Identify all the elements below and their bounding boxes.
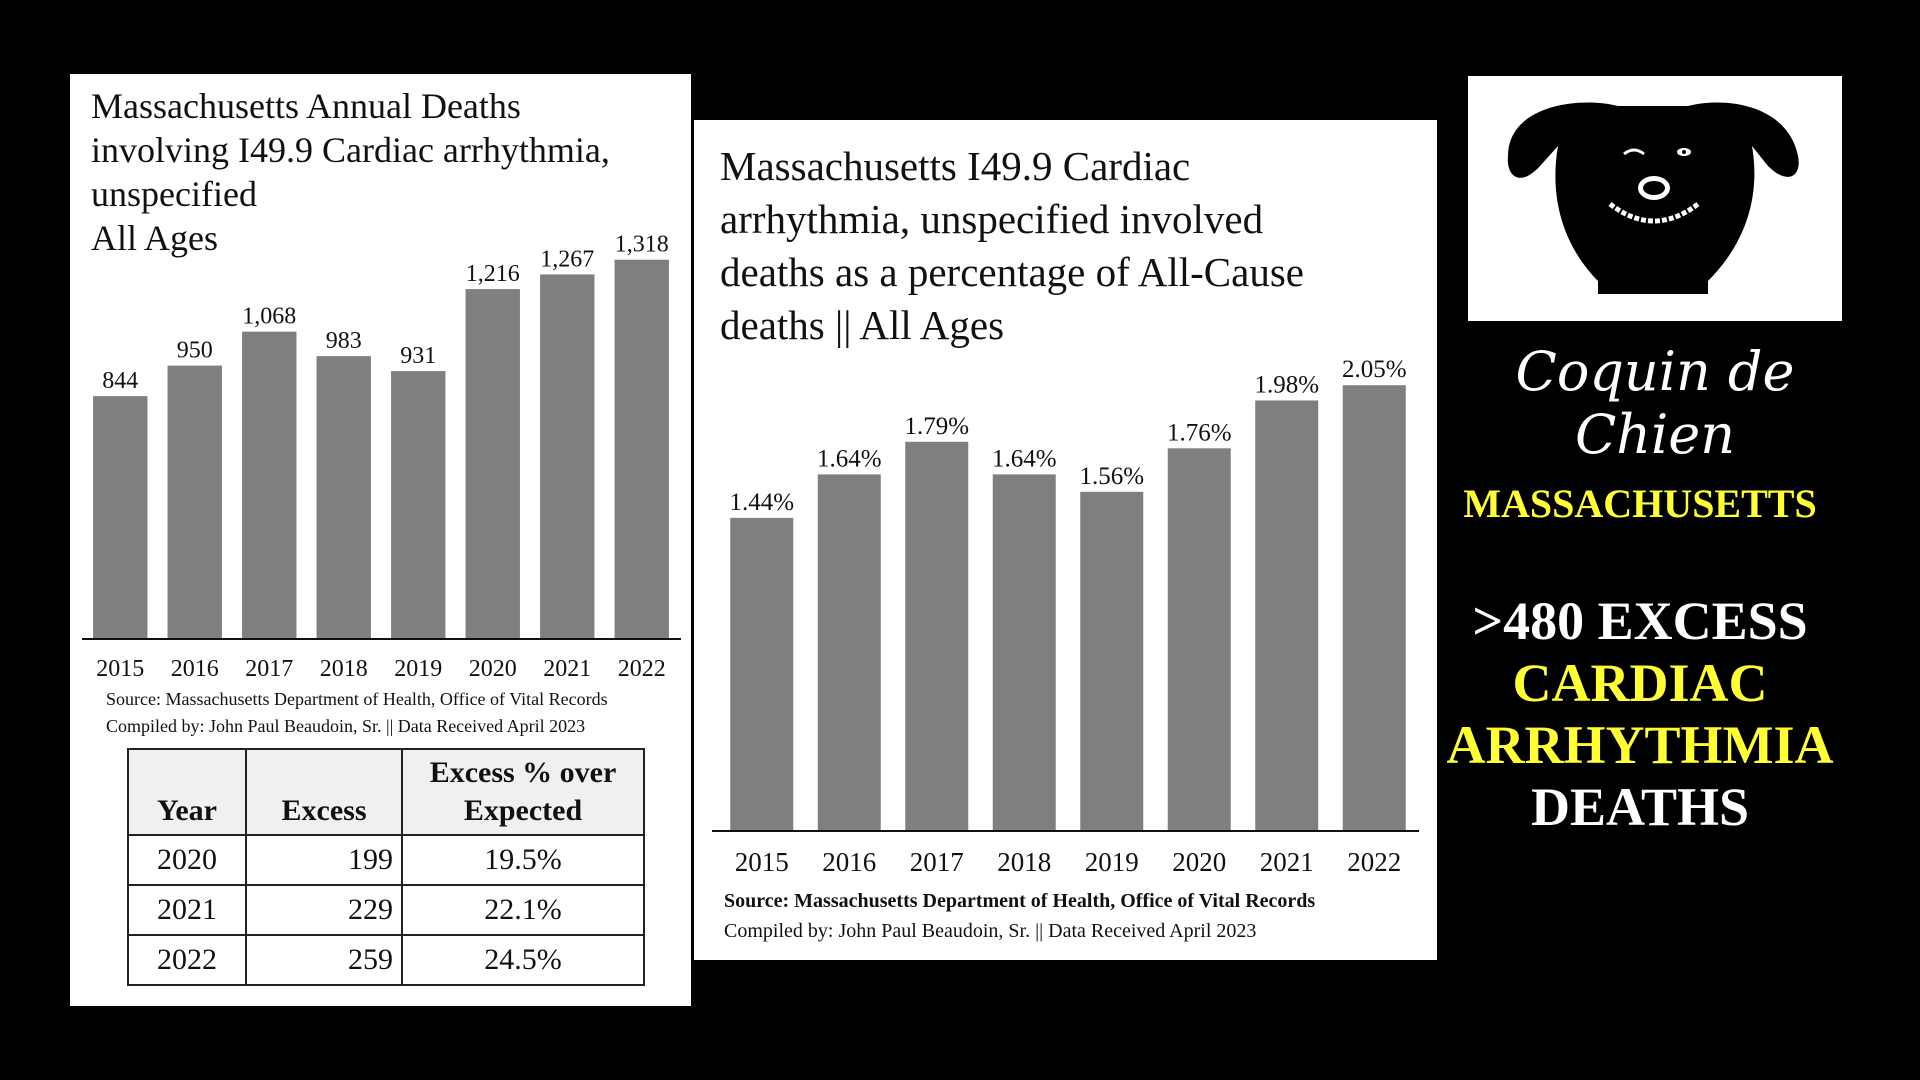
chart1-compiled-line: Compiled by: John Paul Beaudoin, Sr. || … [106, 716, 586, 736]
x-tick-label: 2020 [1172, 847, 1226, 877]
percentage-panel: Massachusetts I49.9 Cardiac arrhythmia, … [694, 120, 1437, 960]
bar [540, 274, 595, 639]
chart1-title-line: All Ages [91, 218, 219, 258]
x-tick-label: 2015 [735, 847, 789, 877]
bar [992, 474, 1056, 831]
x-tick-label: 2019 [1085, 847, 1139, 877]
dog-face-icon [1507, 102, 1799, 294]
data-label: 1,216 [466, 261, 520, 287]
column-header-pct-line: Excess % over [429, 756, 617, 789]
chart1-source-note: Source: Massachusetts Department of Heal… [106, 686, 608, 740]
column-header-year: Year [127, 748, 247, 836]
chart1-title: Massachusetts Annual Deaths involving I4… [91, 84, 691, 260]
chart1-title-line: Massachusetts Annual Deaths [91, 86, 521, 126]
headline: >480 EXCESS CARDIAC ARRHYTHMIA DEATHS [1420, 590, 1860, 838]
x-tick-label: 2019 [394, 656, 442, 682]
cell-year: 2020 [127, 834, 247, 886]
data-label: 844 [102, 368, 138, 394]
bar [817, 474, 881, 831]
headline-line: ARRHYTHMIA [1446, 715, 1834, 775]
chart2-source-note: Source: Massachusetts Department of Heal… [724, 886, 1315, 946]
data-label: 931 [400, 343, 436, 369]
bar [465, 289, 520, 639]
chart1-source-line: Source: Massachusetts Department of Heal… [106, 689, 608, 709]
brand-name: Coquin de Chien [1515, 340, 1795, 466]
x-tick-label: 2016 [822, 847, 876, 877]
column-header-pct-line: Expected [463, 794, 583, 827]
headline-line: CARDIAC [1512, 653, 1768, 713]
chart2-title: Massachusetts I49.9 Cardiac arrhythmia, … [720, 140, 1420, 352]
data-label: 2.05% [1342, 356, 1407, 383]
table-row: 2022 259 24.5% [127, 934, 645, 986]
chart2-title-line: deaths || All Ages [720, 302, 1005, 348]
data-label: 1.98% [1254, 371, 1319, 398]
cell-excess: 259 [245, 934, 403, 986]
data-label: 1.76% [1167, 419, 1232, 446]
cell-excess-pct: 24.5% [401, 934, 645, 986]
cell-excess-pct: 22.1% [401, 884, 645, 936]
data-label: 1.79% [904, 413, 969, 440]
data-label: 1,267 [540, 246, 594, 272]
cell-excess-pct: 19.5% [401, 834, 645, 886]
cell-year: 2021 [127, 884, 247, 936]
bar [1080, 491, 1144, 831]
bar [730, 517, 794, 831]
bar [167, 365, 222, 639]
annual-deaths-panel: Massachusetts Annual Deaths involving I4… [70, 74, 691, 1006]
annual-deaths-bar-chart: 844 2015 950 2016 1,068 2017 983 2018 931 2019 1,2… [82, 232, 681, 682]
data-label: 1,068 [242, 304, 296, 330]
chart2-compiled-line: Compiled by: John Paul Beaudoin, Sr. || … [724, 920, 1257, 942]
x-tick-label: 2022 [618, 656, 666, 682]
chart2-title-line: arrhythmia, unspecified involved [720, 196, 1264, 242]
excess-deaths-table: Year Excess Excess % over Expected 2020 … [127, 748, 645, 986]
state-label: MASSACHUSETTS [1463, 481, 1817, 526]
data-label: 1.64% [992, 445, 1057, 472]
table-row: 2021 229 22.1% [127, 884, 645, 936]
data-label: 950 [177, 338, 213, 364]
data-label: 1.64% [817, 445, 882, 472]
x-tick-label: 2018 [320, 656, 368, 682]
brand-logo [1468, 76, 1842, 321]
x-tick-label: 2016 [171, 656, 219, 682]
bar [1167, 448, 1231, 831]
bar [316, 356, 371, 639]
x-tick-label: 2015 [96, 656, 144, 682]
x-tick-label: 2020 [469, 656, 517, 682]
bar [614, 259, 669, 639]
bar [391, 371, 446, 639]
bar [1342, 385, 1406, 831]
cell-year: 2022 [127, 934, 247, 986]
cell-excess: 199 [245, 834, 403, 886]
chart1-title-line: unspecified [91, 174, 257, 214]
data-label: 1.56% [1079, 463, 1144, 490]
bar [1255, 400, 1319, 831]
data-label: 983 [326, 328, 362, 354]
chart1-title-line: involving I49.9 Cardiac arrhythmia, [91, 130, 610, 170]
headline-line: DEATHS [1530, 777, 1750, 837]
x-tick-label: 2021 [1260, 847, 1314, 877]
x-tick-label: 2022 [1347, 847, 1401, 877]
percentage-bar-chart: 1.44% 2015 1.64% 2016 1.79% 2017 1.64% 2018 1.56… [712, 356, 1419, 877]
chart2-title-line: Massachusetts I49.9 Cardiac [720, 143, 1191, 189]
x-tick-label: 2021 [543, 656, 591, 682]
data-label: 1.44% [729, 489, 794, 516]
chart2-title-line: deaths as a percentage of All-Cause [720, 249, 1305, 295]
table-header-row: Year Excess Excess % over Expected [127, 748, 645, 836]
column-header-excess-pct: Excess % over Expected [401, 748, 645, 836]
table-row: 2020 199 19.5% [127, 834, 645, 886]
cell-excess: 229 [245, 884, 403, 936]
x-tick-label: 2017 [245, 656, 293, 682]
headline-line: >480 EXCESS [1472, 591, 1808, 651]
data-label: 1,318 [615, 232, 669, 258]
bar [93, 396, 148, 639]
chart2-source-line: Source: Massachusetts Department of Heal… [724, 890, 1316, 912]
bar [242, 331, 297, 639]
column-header-excess: Excess [245, 748, 403, 836]
bar [905, 441, 969, 831]
x-tick-label: 2018 [997, 847, 1051, 877]
x-tick-label: 2017 [910, 847, 964, 877]
